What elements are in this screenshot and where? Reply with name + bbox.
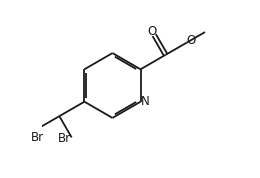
Text: N: N (141, 95, 149, 108)
Text: O: O (147, 25, 157, 38)
Text: Br: Br (58, 132, 71, 145)
Text: O: O (186, 34, 195, 47)
Text: Br: Br (31, 131, 44, 144)
